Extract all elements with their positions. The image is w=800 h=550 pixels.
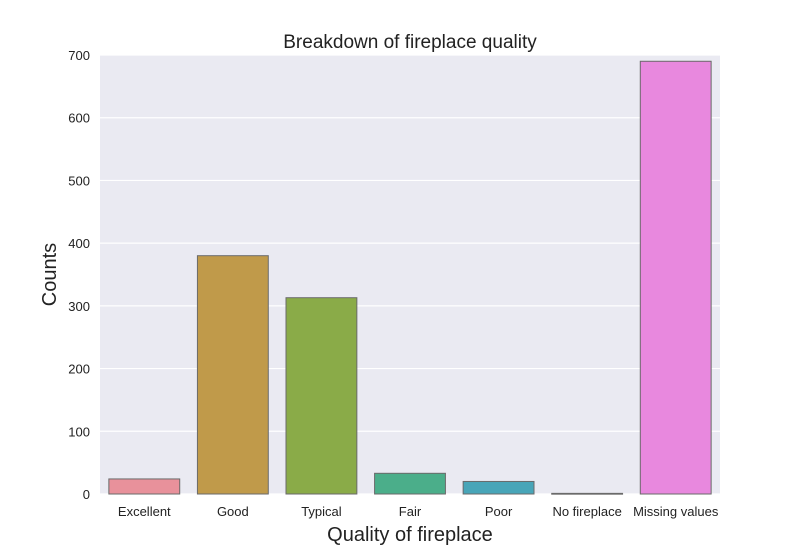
x-tick-label: No fireplace bbox=[552, 504, 621, 519]
y-tick-label: 200 bbox=[68, 362, 90, 377]
x-axis-label: Quality of fireplace bbox=[327, 524, 493, 546]
y-tick-label: 400 bbox=[68, 236, 90, 251]
x-tick-label: Fair bbox=[399, 504, 422, 519]
bar-typical bbox=[285, 297, 358, 495]
x-tick-label: Missing values bbox=[633, 504, 719, 519]
y-tick-label: 0 bbox=[83, 487, 90, 502]
x-tick-label: Poor bbox=[485, 504, 513, 519]
x-tick-label: Excellent bbox=[118, 504, 171, 519]
y-tick-label: 700 bbox=[68, 48, 90, 63]
bar-no-fireplace bbox=[551, 492, 624, 495]
chart-title: Breakdown of fireplace quality bbox=[283, 32, 537, 53]
bar-fair bbox=[374, 472, 446, 495]
y-tick-label: 600 bbox=[68, 111, 90, 126]
y-axis-label: Counts bbox=[39, 243, 61, 306]
x-tick-label: Typical bbox=[301, 504, 342, 519]
y-tick-labels: 0 100 200 300 400 500 600 700 bbox=[68, 48, 90, 502]
plot-area bbox=[100, 55, 720, 494]
y-tick-label: 300 bbox=[68, 299, 90, 314]
x-tick-labels: Excellent Good Typical Fair Poor No fireplace… bbox=[118, 504, 719, 519]
bar-missing-values bbox=[639, 60, 712, 495]
y-tick-label: 500 bbox=[68, 173, 90, 188]
x-tick-label: Good bbox=[217, 504, 249, 519]
bar-good bbox=[196, 255, 269, 495]
bar-poor bbox=[462, 480, 535, 495]
bar-excellent bbox=[108, 478, 181, 495]
bars bbox=[108, 60, 712, 495]
y-tick-label: 100 bbox=[68, 424, 90, 439]
